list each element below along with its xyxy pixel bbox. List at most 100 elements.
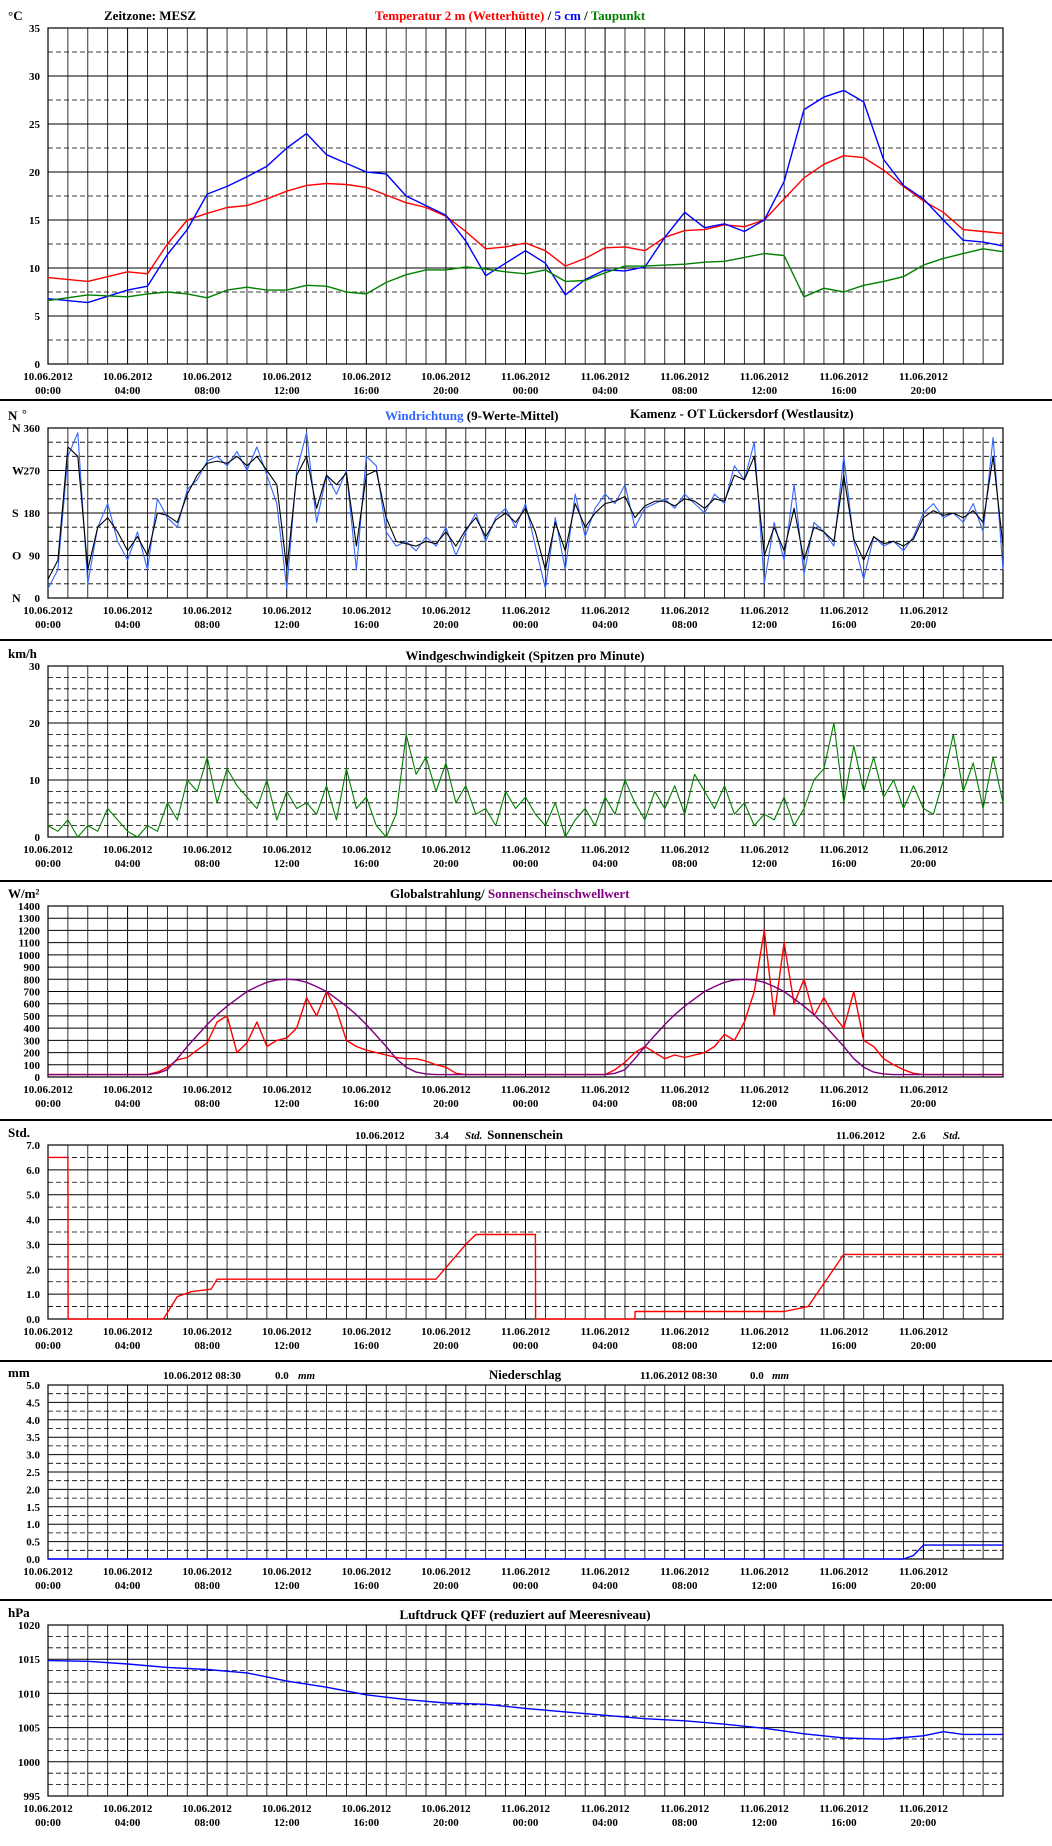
x-tick-date: 11.06.2012 [819, 1566, 868, 1578]
x-tick-time: 00:00 [513, 1580, 539, 1592]
x-tick-date: 10.06.2012 [342, 1326, 392, 1338]
plot-frame [47, 905, 1004, 1078]
unit-label: km/h [8, 646, 38, 661]
x-tick-time: 04:00 [592, 1580, 618, 1592]
x-tick-time: 16:00 [353, 619, 379, 631]
x-tick-date: 11.06.2012 [819, 371, 868, 383]
unit-label: °C [8, 8, 23, 23]
plot-frame [47, 27, 1004, 365]
series-line [47, 89, 1004, 304]
x-tick-date: 11.06.2012 [899, 371, 948, 383]
x-tick-time: 12:00 [751, 1340, 777, 1352]
summary-value: 0.0 [750, 1370, 764, 1382]
x-tick-date: 11.06.2012 [660, 844, 709, 856]
x-tick-date: 10.06.2012 [342, 1803, 392, 1815]
x-tick-time: 00:00 [513, 619, 539, 631]
x-tick-date: 11.06.2012 [740, 844, 789, 856]
x-tick-time: 20:00 [911, 385, 937, 397]
y-tick-label: 2.5 [26, 1467, 40, 1479]
x-tick-time: 16:00 [831, 1580, 857, 1592]
y-tick-label: 30 [29, 661, 41, 673]
y-tick-label: 2.0 [26, 1484, 40, 1496]
x-tick-date: 11.06.2012 [581, 844, 630, 856]
y-tick-label: 0.5 [26, 1537, 40, 1549]
x-tick-time: 04:00 [592, 619, 618, 631]
x-tick-time: 20:00 [911, 1098, 937, 1110]
x-tick-time: 16:00 [831, 619, 857, 631]
x-tick-time: 16:00 [353, 1098, 379, 1110]
y-tick-label: 400 [24, 1023, 41, 1035]
y-tick-label: 1010 [18, 1688, 41, 1700]
x-tick-time: 00:00 [35, 1580, 61, 1592]
series-line [47, 722, 1004, 838]
chart-title: Niederschlag [489, 1367, 562, 1382]
x-tick-date: 11.06.2012 [581, 605, 630, 617]
x-tick-date: 10.06.2012 [342, 844, 392, 856]
chart-title: Windrichtung (9-Werte-Mittel) [385, 408, 558, 423]
y-tick-label: 5.0 [26, 1190, 40, 1202]
series-line [47, 446, 1004, 580]
chart-global-radiation: 0100200300400500600700800900100011001200… [0, 886, 1052, 1121]
y-tick-label: 20 [29, 167, 41, 179]
x-tick-time: 20:00 [433, 619, 459, 631]
x-tick-date: 11.06.2012 [819, 1084, 868, 1096]
y-tick-label: 0.0 [26, 1554, 40, 1566]
x-tick-time: 12:00 [274, 619, 300, 631]
summary-unit: mm [772, 1370, 790, 1382]
y-tick-label: 10 [29, 263, 41, 275]
chart-title: Sonnenschein [487, 1127, 564, 1142]
y-tick-label: 1015 [18, 1654, 41, 1666]
chart-title: Globalstrahlung/ Sonnenscheinschwellwert [390, 886, 630, 901]
x-tick-date: 10.06.2012 [421, 1326, 471, 1338]
unit-label: Std. [8, 1125, 30, 1140]
x-tick-time: 08:00 [672, 385, 698, 397]
x-tick-date: 10.06.2012 [342, 1566, 392, 1578]
x-tick-date: 11.06.2012 [899, 605, 948, 617]
y-tick-label: 10 [29, 775, 41, 787]
y-tick-label: 3.5 [26, 1432, 40, 1444]
y-tick-label: 20 [29, 718, 41, 730]
y-tick-label: 200 [24, 1048, 41, 1060]
x-tick-date: 10.06.2012 [182, 1326, 232, 1338]
x-tick-time: 00:00 [35, 1098, 61, 1110]
x-tick-time: 00:00 [35, 619, 61, 631]
unit-label: mm [8, 1365, 30, 1380]
x-tick-time: 16:00 [831, 1340, 857, 1352]
x-tick-time: 00:00 [35, 1817, 61, 1829]
x-tick-date: 10.06.2012 [103, 844, 153, 856]
y-tick-label: 4.0 [26, 1215, 40, 1227]
x-tick-date: 11.06.2012 [660, 371, 709, 383]
y-tick-label: 90 [29, 551, 41, 563]
x-tick-date: 10.06.2012 [23, 1566, 73, 1578]
x-tick-time: 08:00 [672, 1817, 698, 1829]
x-tick-date: 11.06.2012 [581, 1803, 630, 1815]
chart-temperature: 0 5 10 15 20 25 30 35 °C Temperatur 2 m (Wetterhü… [0, 8, 1052, 401]
x-tick-time: 00:00 [513, 1098, 539, 1110]
y-tick-label: 15 [29, 215, 41, 227]
x-tick-date: 10.06.2012 [342, 371, 392, 383]
x-tick-date: 11.06.2012 [819, 1326, 868, 1338]
x-tick-time: 04:00 [592, 1098, 618, 1110]
x-tick-time: 08:00 [194, 385, 220, 397]
x-tick-date: 11.06.2012 [501, 1803, 550, 1815]
x-tick-date: 10.06.2012 [182, 605, 232, 617]
x-tick-date: 11.06.2012 [501, 844, 550, 856]
y-tick-label: 5 [35, 311, 41, 323]
x-tick-time: 00:00 [35, 385, 61, 397]
x-tick-date: 10.06.2012 [182, 371, 232, 383]
title-part: (9-Werte-Mittel) [464, 408, 559, 423]
x-tick-time: 08:00 [194, 1098, 220, 1110]
x-tick-date: 10.06.2012 [421, 1803, 471, 1815]
y-tick-label: 0 [35, 832, 41, 844]
x-tick-time: 00:00 [35, 1340, 61, 1352]
y-tick-label: 995 [24, 1791, 41, 1803]
y-tick-label: 1.0 [26, 1519, 40, 1531]
title-part: Globalstrahlung/ [390, 886, 488, 901]
y-tick-label: 0 [35, 359, 41, 371]
x-tick-time: 16:00 [353, 1817, 379, 1829]
x-tick-date: 10.06.2012 [421, 1566, 471, 1578]
y-tick-label: 1005 [18, 1723, 41, 1735]
